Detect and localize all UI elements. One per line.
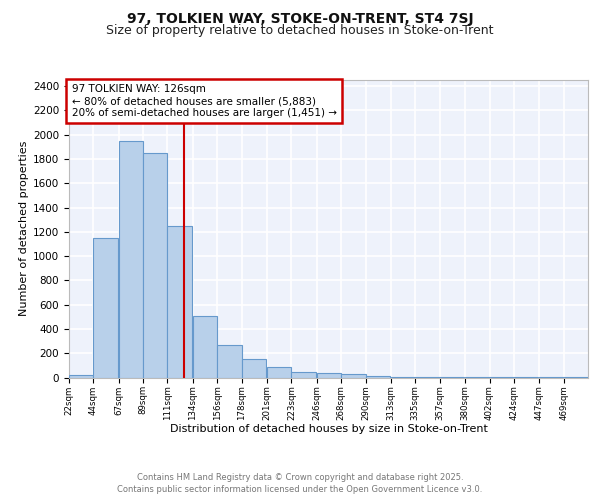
Y-axis label: Number of detached properties: Number of detached properties (19, 141, 29, 316)
X-axis label: Distribution of detached houses by size in Stoke-on-Trent: Distribution of detached houses by size … (170, 424, 487, 434)
Bar (267, 366, 292, 378)
Bar (440, 377, 464, 378)
Bar (415, 377, 440, 378)
Bar (365, 376, 390, 378)
Bar (242, 358, 266, 378)
Bar (193, 316, 217, 378)
Bar (119, 140, 143, 378)
Text: 97, TOLKIEN WAY, STOKE-ON-TRENT, ST4 7SJ: 97, TOLKIEN WAY, STOKE-ON-TRENT, ST4 7SJ (127, 12, 473, 26)
Bar (143, 153, 167, 378)
Bar (217, 344, 242, 378)
Text: Contains HM Land Registry data © Crown copyright and database right 2025.
Contai: Contains HM Land Registry data © Crown c… (118, 472, 482, 494)
Bar (94, 238, 118, 378)
Bar (317, 373, 341, 378)
Bar (391, 377, 415, 378)
Text: Size of property relative to detached houses in Stoke-on-Trent: Size of property relative to detached ho… (106, 24, 494, 37)
Bar (69, 375, 94, 378)
Text: 97 TOLKIEN WAY: 126sqm
← 80% of detached houses are smaller (5,883)
20% of semi-: 97 TOLKIEN WAY: 126sqm ← 80% of detached… (71, 84, 337, 117)
Bar (341, 374, 365, 378)
Bar (292, 372, 316, 378)
Bar (167, 226, 192, 378)
